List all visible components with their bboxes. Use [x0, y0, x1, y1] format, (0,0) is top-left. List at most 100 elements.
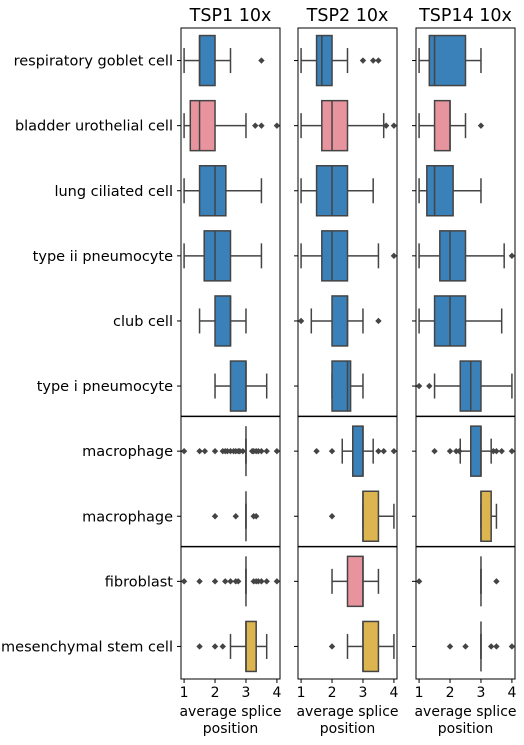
box-iqr: [331, 360, 352, 412]
box-2: [418, 99, 485, 152]
row-label: bladder urothelial cell: [15, 119, 173, 135]
x-tick-label: 3: [359, 685, 368, 701]
x-tick-label: 4: [389, 685, 398, 701]
box-iqr: [331, 295, 349, 347]
outlier-point: [263, 578, 270, 585]
x-tick-label: 2: [446, 685, 455, 701]
x-tick-label: 2: [328, 685, 337, 701]
outlier-point: [196, 447, 203, 455]
outlier-point: [493, 578, 500, 585]
outlier-point: [375, 317, 382, 325]
outlier-point: [508, 252, 516, 260]
outlier-point: [375, 57, 382, 64]
box-6: [214, 360, 268, 412]
outlier-point: [431, 447, 438, 455]
outlier-point: [180, 578, 188, 585]
outlier-point: [456, 447, 463, 455]
row-label: lung ciliated cell: [54, 184, 173, 200]
box-iqr: [203, 230, 232, 282]
x-tick-label: 1: [180, 685, 189, 701]
box-9: [415, 556, 500, 607]
box-1: [418, 34, 482, 87]
outlier-point: [252, 122, 259, 129]
box-8: [328, 490, 395, 542]
x-axis-label-line2: position: [203, 721, 258, 737]
x-tick-label: 1: [415, 685, 424, 701]
outlier-point: [328, 643, 336, 650]
box-iqr: [352, 425, 364, 477]
box-iqr: [198, 34, 216, 87]
outlier-point: [180, 447, 188, 455]
outlier-point: [196, 578, 203, 585]
x-axis-label-line1: average splice: [414, 704, 516, 720]
box-8: [211, 491, 260, 542]
box-iqr: [214, 295, 232, 347]
box-10: [328, 620, 395, 673]
outlier-point: [508, 447, 516, 455]
x-tick-label: 3: [242, 685, 251, 701]
box-3: [418, 165, 482, 217]
x-axis-label-line2: position: [320, 721, 375, 737]
outlier-point: [493, 643, 500, 650]
outlier-point: [258, 447, 265, 455]
box-10: [196, 620, 268, 673]
box-3: [183, 165, 263, 217]
box-iqr: [198, 165, 227, 217]
box-9: [180, 556, 281, 607]
box-7: [313, 425, 398, 477]
box-iqr: [321, 230, 349, 282]
box-iqr: [346, 555, 364, 608]
outlier-point: [380, 447, 387, 455]
row-label: club cell: [113, 314, 173, 330]
box-iqr: [426, 165, 454, 217]
outlier-point: [232, 513, 239, 520]
x-axis-label-line1: average splice: [296, 704, 398, 720]
row-label: respiratory goblet cell: [14, 54, 173, 70]
row-label: macrophage: [82, 509, 173, 525]
outlier-point: [211, 578, 219, 585]
outlier-point: [382, 122, 390, 129]
row-label: mesenchymal stem cell: [1, 639, 173, 655]
box-2: [300, 99, 398, 152]
outlier-point: [258, 122, 265, 129]
box-iqr: [229, 360, 247, 412]
outlier-point: [258, 578, 265, 585]
row-label: macrophage: [82, 444, 173, 460]
panel-title: TSP1 10x: [189, 6, 272, 26]
box-iqr: [439, 230, 467, 282]
box-iqr: [189, 99, 216, 152]
outlier-point: [235, 578, 242, 585]
box-iqr: [362, 620, 380, 673]
outlier-point: [297, 317, 305, 325]
box-5: [198, 295, 247, 347]
outlier-point: [263, 447, 270, 455]
box-9: [331, 555, 380, 608]
outlier-point: [328, 447, 336, 455]
outlier-point: [211, 447, 219, 455]
row-label: type ii pneumocyte: [33, 249, 173, 265]
outlier-point: [222, 578, 229, 585]
box-iqr: [321, 99, 349, 152]
outlier-point: [375, 447, 382, 455]
box-iqr: [362, 490, 380, 542]
box-6: [415, 360, 513, 412]
box-iqr: [433, 99, 451, 152]
outlier-point: [273, 447, 281, 455]
x-tick-label: 4: [272, 685, 281, 701]
box-iqr: [480, 490, 492, 542]
box-4: [183, 230, 263, 282]
outlier-point: [219, 643, 226, 650]
panel-frame: [180, 27, 281, 680]
outlier-point: [477, 122, 485, 129]
panel-frame: [297, 27, 398, 680]
outlier-point: [252, 513, 260, 520]
row-label: fibroblast: [105, 574, 174, 590]
panel-title: TSP2 10x: [306, 6, 389, 26]
outlier-point: [498, 447, 505, 455]
outlier-point: [211, 513, 219, 520]
outlier-point: [258, 57, 265, 64]
